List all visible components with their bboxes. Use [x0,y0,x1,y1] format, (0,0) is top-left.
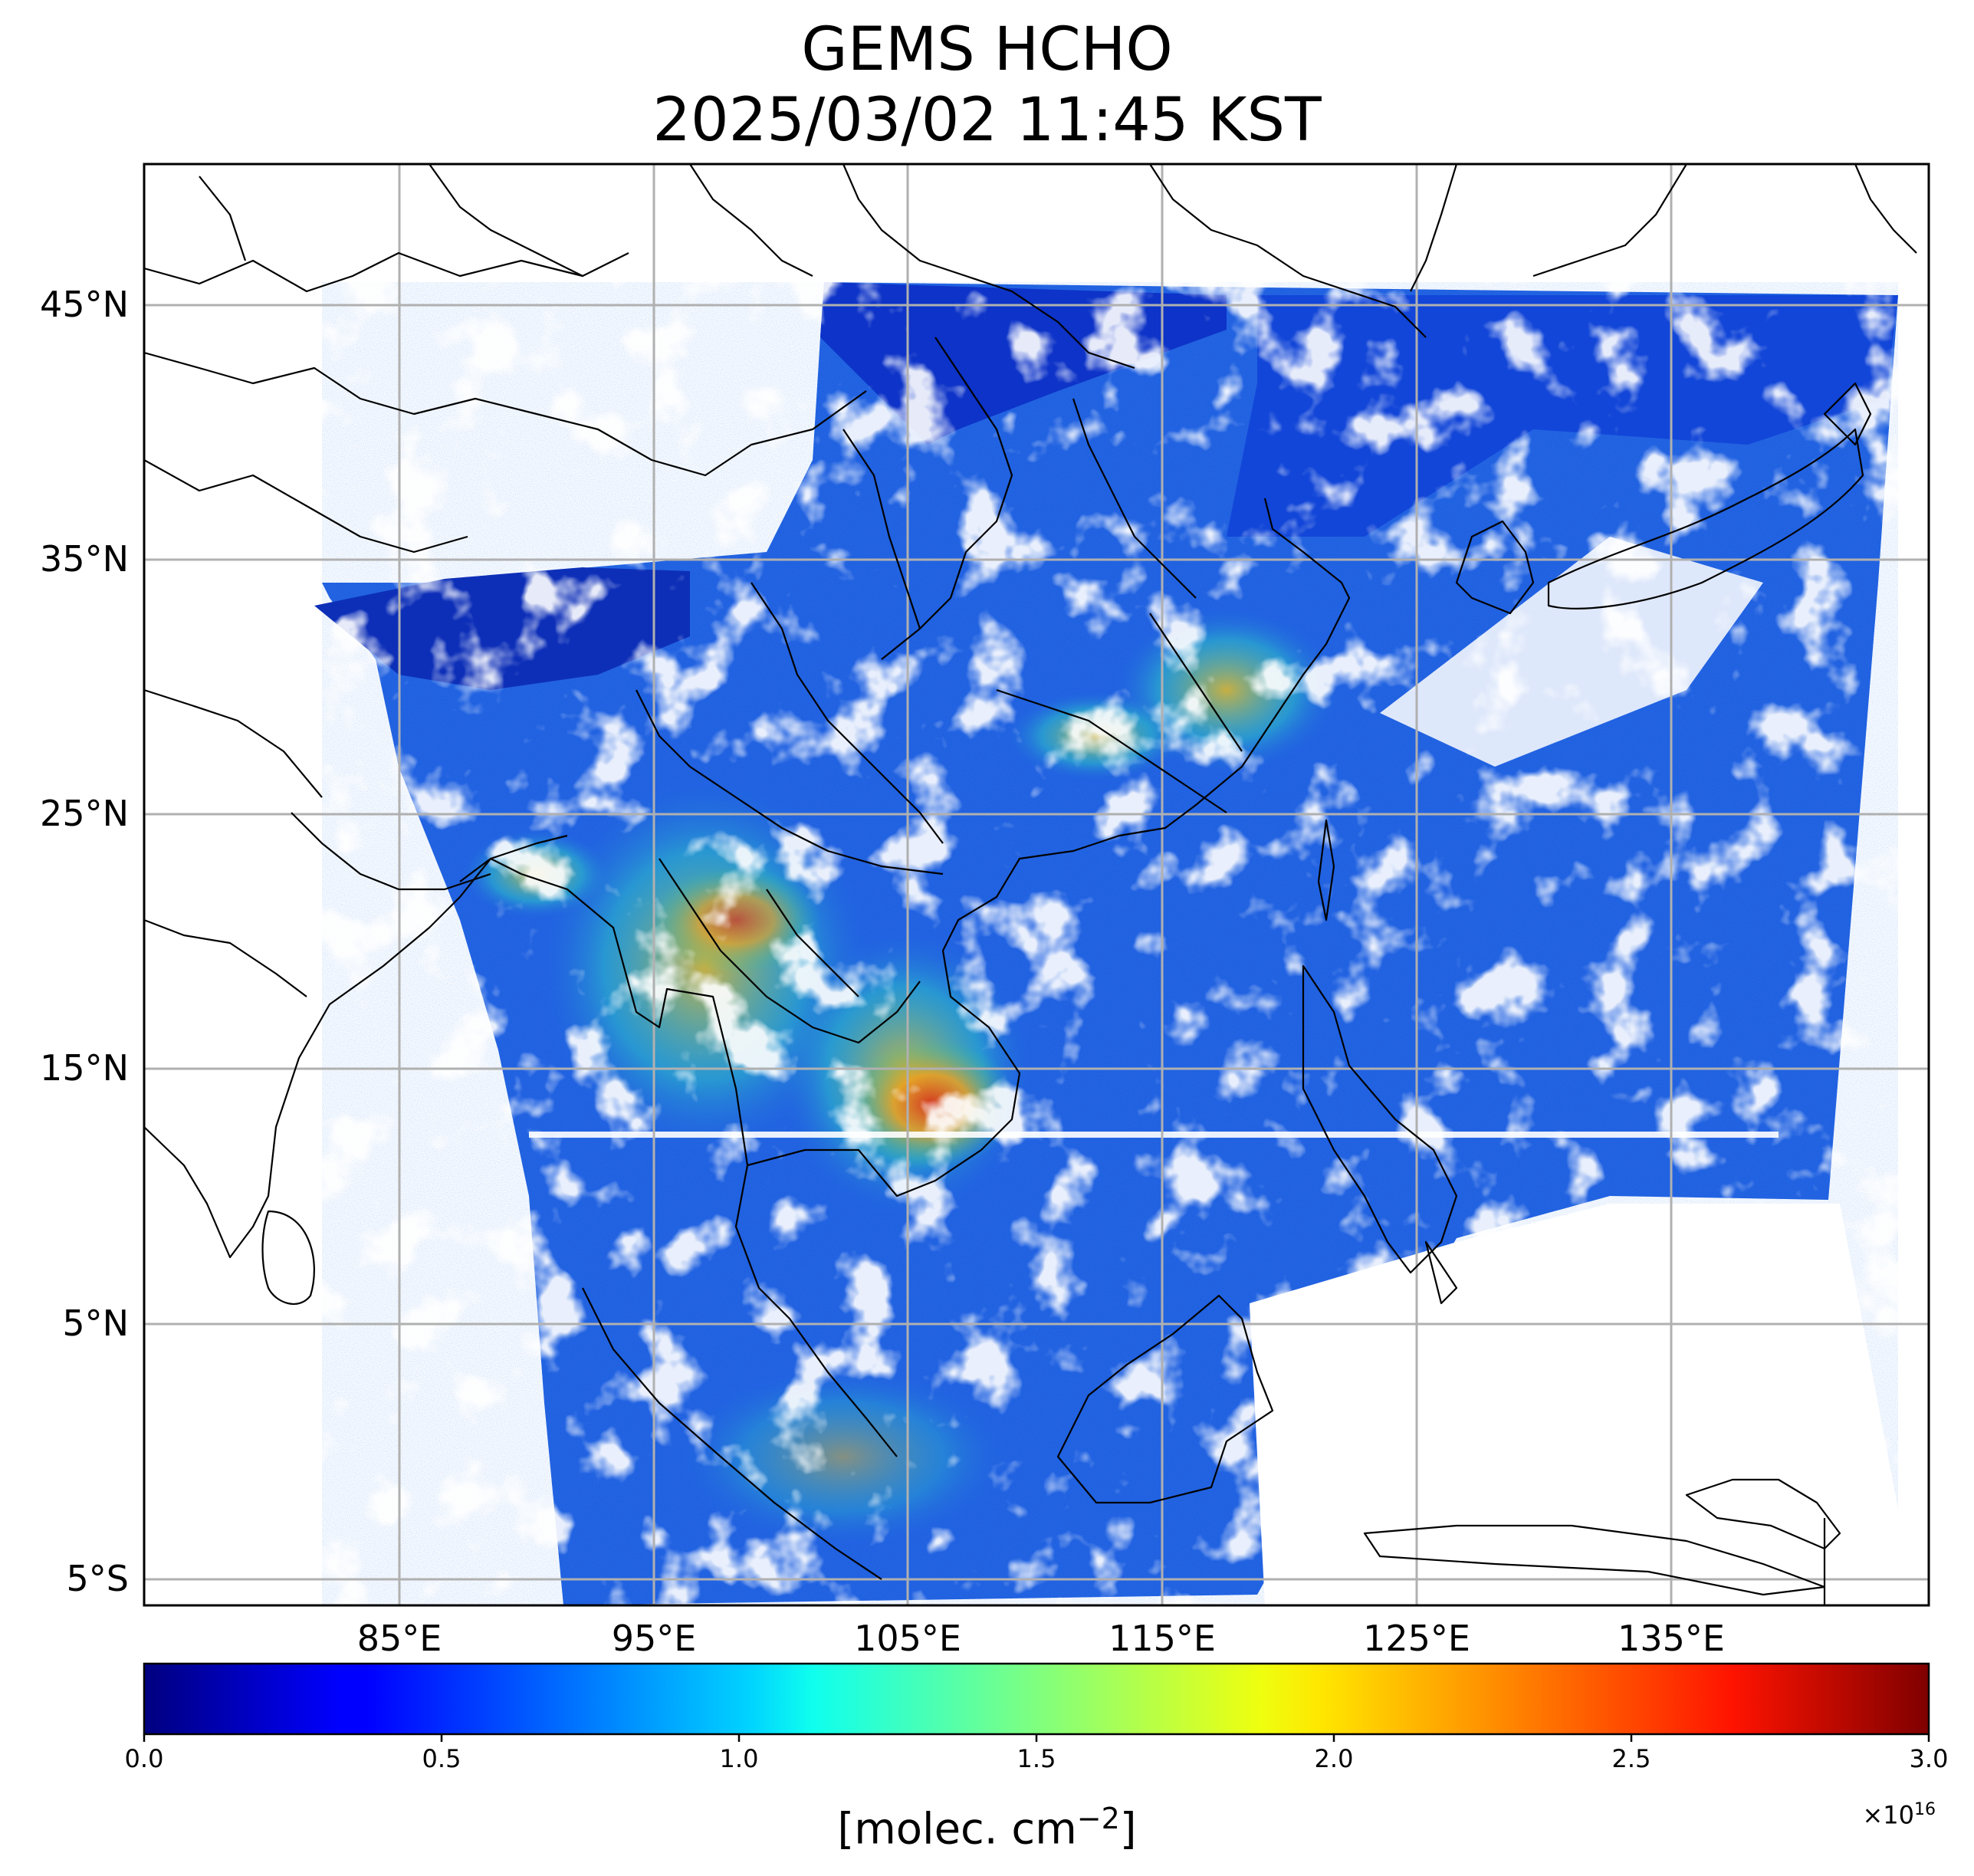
lat-label-45n: 45°N [40,284,129,325]
colorbar-tick-label: 0.0 [124,1744,164,1773]
map-title: GEMS HCHO [801,15,1173,84]
lat-label-25n: 25°N [40,793,129,834]
lon-label-135e: 135°E [1618,1618,1725,1659]
colorbar-units: [molec. cm−2] [0,1802,1974,1855]
coastlines-borders [144,164,1917,1605]
units-suffix: ] [1119,1804,1137,1855]
lon-label-95e: 95°E [611,1618,697,1659]
lat-label-35n: 35°N [40,538,129,580]
colorbar-ticks [143,1734,1930,1742]
lon-label-115e: 115°E [1109,1618,1216,1659]
map-timestamp: 2025/03/02 11:45 KST [652,86,1322,155]
units-power: −2 [1076,1802,1120,1835]
lon-label-105e: 105°E [854,1618,961,1659]
lon-label-85e: 85°E [356,1618,442,1659]
lat-label-15n: 15°N [40,1047,129,1089]
colorbar [143,1662,1930,1736]
colorbar-tick-label: 1.0 [719,1744,759,1773]
units-prefix: [molec. cm [837,1804,1077,1855]
colorbar-tick-label: 0.5 [422,1744,461,1773]
colorbar-tick-label: 1.5 [1017,1744,1056,1773]
map-frame [143,163,1930,1607]
lon-label-125e: 125°E [1363,1618,1470,1659]
lat-label-5s: 5°S [66,1558,129,1599]
colorbar-multiplier: ×1016 [1862,1800,1936,1830]
colorbar-multiplier-base: ×10 [1862,1800,1914,1830]
colorbar-tick-label: 2.5 [1611,1744,1651,1773]
colorbar-multiplier-exponent: 16 [1914,1800,1936,1819]
lat-label-5n: 5°N [62,1303,129,1344]
gridlines [144,164,1929,1605]
hcho-field [144,164,1929,1605]
colorbar-tick-label: 2.0 [1314,1744,1354,1773]
colorbar-tick-label: 3.0 [1909,1744,1949,1773]
